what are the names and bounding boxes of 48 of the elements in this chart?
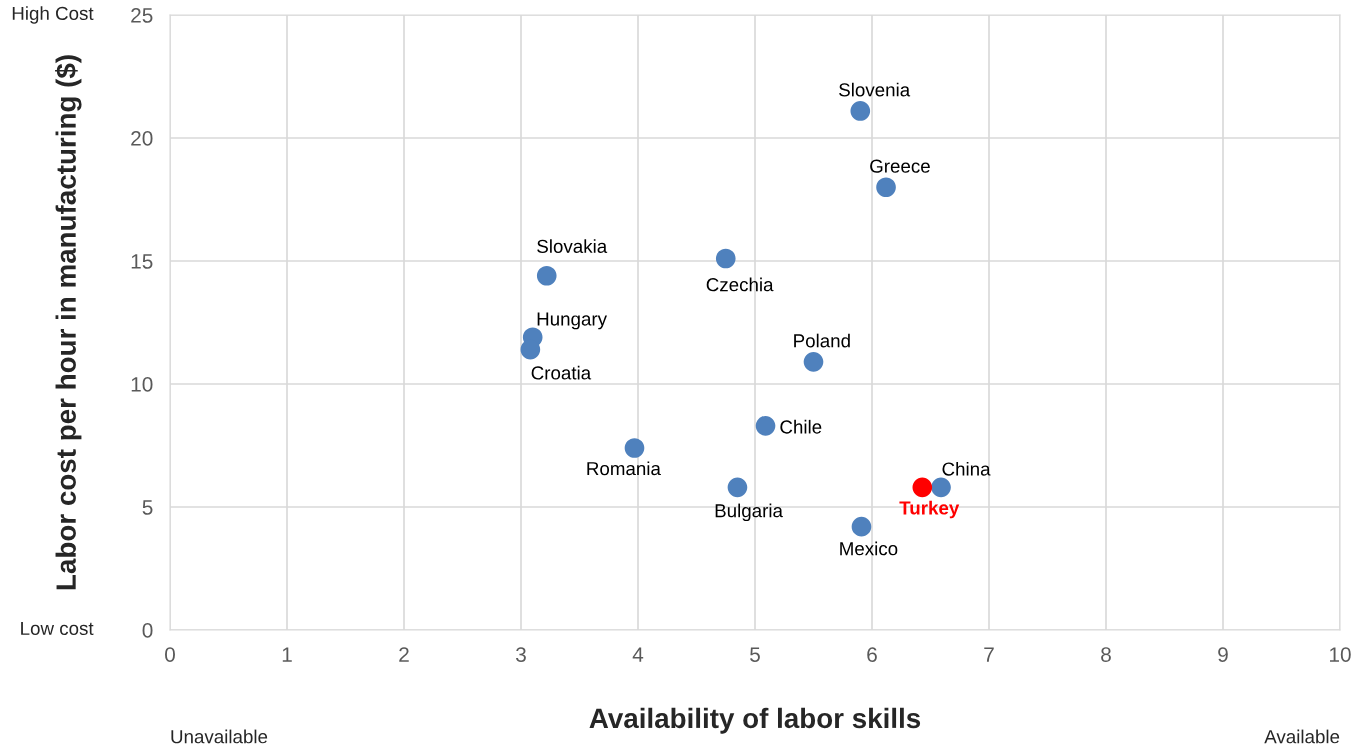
annotation: Greece: [870, 159, 930, 173]
annotation: China: [942, 461, 991, 476]
point: [931, 477, 951, 498]
point: [727, 477, 748, 498]
text: High Cost: [12, 6, 94, 24]
x-tick-label: 3: [516, 647, 526, 662]
x-tick-label: 4: [632, 647, 644, 662]
x-tick-label: 0: [165, 647, 175, 662]
annotation: Hungary: [537, 312, 607, 330]
x-tick-label: 9: [1218, 647, 1228, 662]
annotation: Poland: [794, 333, 850, 348]
point: [715, 248, 736, 269]
point: [912, 477, 933, 498]
point: [624, 438, 645, 458]
annotation: Romania: [587, 461, 661, 476]
point: [803, 352, 824, 372]
text: Low cost: [21, 621, 94, 636]
x-tick-label: 5: [750, 647, 760, 662]
annotation: Turkey: [899, 500, 960, 519]
y-tick-label: 15: [131, 254, 153, 269]
y-tick-label: 10: [131, 377, 153, 392]
x-tick-label: 2: [399, 647, 409, 662]
x-tick-label: 10: [1330, 647, 1351, 662]
x-axis-title: Availability of labor skills: [589, 707, 921, 734]
x-tick-label: 1: [282, 647, 292, 662]
point: [520, 339, 541, 360]
annotation: Slovakia: [537, 239, 608, 254]
point: [876, 177, 896, 198]
annotation: Bulgaria: [715, 503, 783, 522]
annotation: Mexico: [840, 541, 898, 556]
x-tick-label: 8: [1101, 647, 1111, 662]
y-axis-title: Labor cost per hour in manufacturing ($): [55, 55, 82, 590]
y-tick-label: 20: [131, 131, 153, 146]
point: [851, 516, 872, 537]
text: Unavailable: [171, 729, 268, 744]
y-tick-label: 5: [142, 500, 153, 515]
x-tick-label: 6: [867, 647, 877, 662]
annotation: Czechia: [706, 277, 774, 292]
annotation: Slovenia: [839, 82, 911, 97]
annotation: Croatia: [531, 365, 592, 380]
text: Available: [1264, 729, 1340, 744]
point: [536, 265, 557, 286]
point: [755, 416, 776, 436]
annotation: Chile: [780, 419, 822, 434]
y-tick-label: 0: [142, 623, 153, 638]
y-tick-label: 25: [131, 8, 153, 23]
x-tick-label: 7: [984, 647, 994, 662]
point: [850, 101, 871, 121]
